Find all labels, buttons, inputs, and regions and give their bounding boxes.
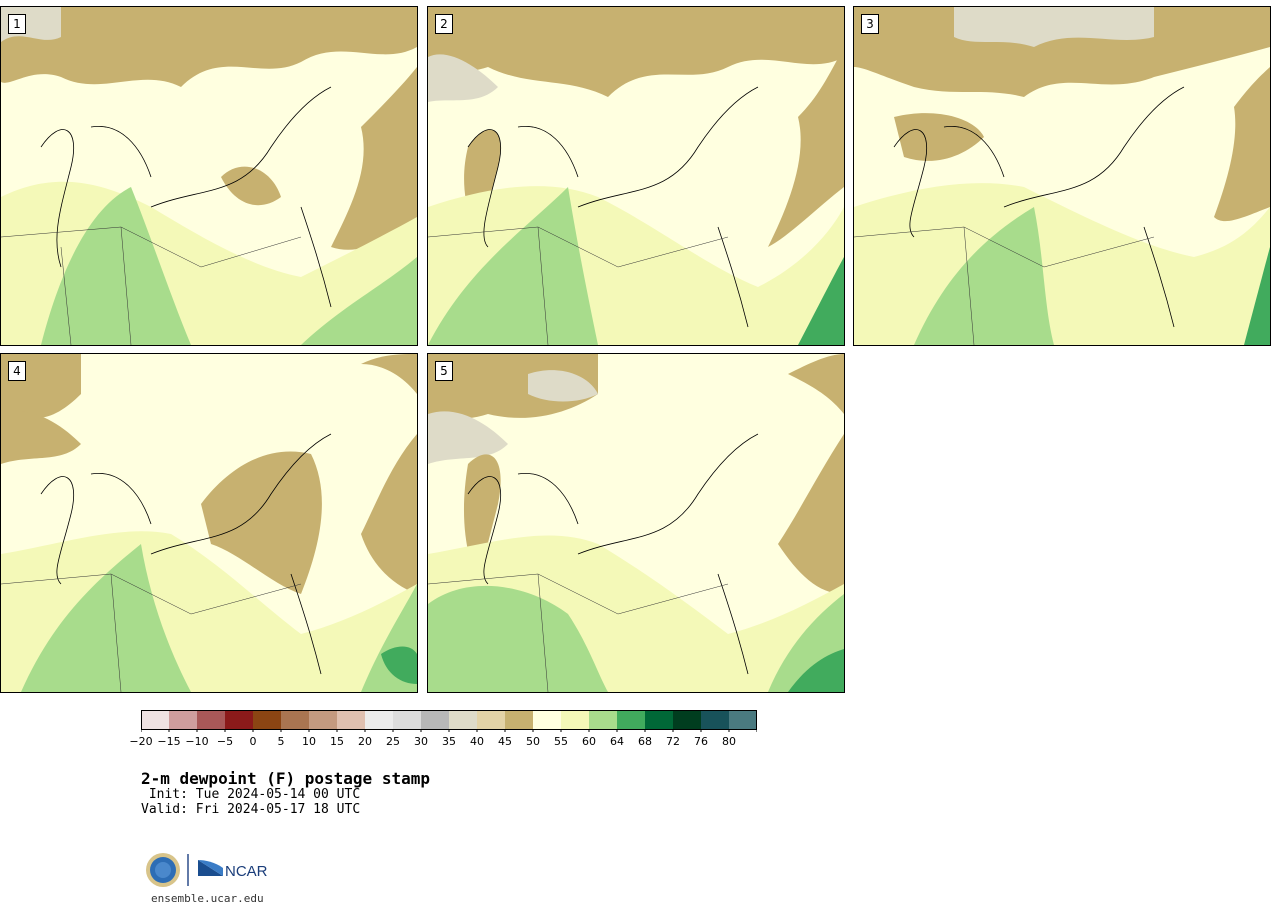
colorbar-tick-label: 45: [498, 735, 512, 748]
colorbar-swatch: [141, 710, 169, 730]
map-panel-5: 5: [427, 353, 845, 693]
colorbar-swatch: [589, 710, 617, 730]
init-time: Init: Tue 2024-05-14 00 UTC: [141, 787, 361, 802]
dewpoint-map-2: [428, 7, 844, 345]
map-panel-4: 4: [0, 353, 418, 693]
colorbar-swatch: [197, 710, 225, 730]
colorbar-tick-label: −5: [216, 735, 234, 748]
colorbar-swatch: [421, 710, 449, 730]
colorbar-swatch: [561, 710, 589, 730]
colorbar-swatch: [309, 710, 337, 730]
map-panel-3: 3: [853, 6, 1271, 346]
colorbar-tick-label: 64: [610, 735, 624, 748]
colorbar-swatch: [673, 710, 701, 730]
colorbar-tick-label: −15: [157, 735, 181, 748]
panel-label-1: 1: [8, 14, 26, 34]
colorbar-tick-label: −20: [129, 735, 153, 748]
colorbar-tick-label: 72: [666, 735, 680, 748]
website-link[interactable]: ensemble.ucar.edu: [151, 892, 264, 905]
colorbar-tick-label: 40: [470, 735, 484, 748]
colorbar-tick-label: 68: [638, 735, 652, 748]
panel-label-2: 2: [435, 14, 453, 34]
colorbar-tick-label: 30: [414, 735, 428, 748]
colorbar-tick-label: 15: [330, 735, 344, 748]
colorbar-swatch: [253, 710, 281, 730]
colorbar-tick-label: 10: [302, 735, 316, 748]
dewpoint-map-1: [1, 7, 417, 345]
dewpoint-map-5: [428, 354, 844, 692]
colorbar-swatch: [701, 710, 729, 730]
map-panel-1: 1: [0, 6, 418, 346]
colorbar-swatch: [281, 710, 309, 730]
ncar-logo: NCAR: [198, 860, 268, 880]
colorbar-tick-label: −10: [185, 735, 209, 748]
colorbar-swatch: [169, 710, 197, 730]
colorbar-swatch: [729, 710, 757, 730]
panel-label-4: 4: [8, 361, 26, 381]
colorbar-tick-label: 0: [249, 735, 257, 748]
colorbar-swatch: [337, 710, 365, 730]
colorbar-swatch: [393, 710, 421, 730]
colorbar-swatch: [449, 710, 477, 730]
map-panel-2: 2: [427, 6, 845, 346]
svg-text:NCAR: NCAR: [225, 863, 268, 880]
colorbar-swatch: [225, 710, 253, 730]
dewpoint-map-4: [1, 354, 417, 692]
colorbar-tick-label: 55: [554, 735, 568, 748]
colorbar-tick-label: 50: [526, 735, 540, 748]
colorbar-tick-label: 20: [358, 735, 372, 748]
valid-time: Valid: Fri 2024-05-17 18 UTC: [141, 802, 361, 817]
chart-title: 2-m dewpoint (F) postage stamp: [141, 769, 430, 788]
panel-label-3: 3: [861, 14, 879, 34]
colorbar-tick-label: 76: [694, 735, 708, 748]
colorbar: [141, 710, 757, 732]
colorbar-swatch: [365, 710, 393, 730]
colorbar-swatch: [645, 710, 673, 730]
nsf-logo: [146, 853, 180, 887]
colorbar-swatch: [477, 710, 505, 730]
colorbar-swatch: [505, 710, 533, 730]
colorbar-border: [141, 710, 757, 730]
colorbar-tick-label: 5: [277, 735, 285, 748]
colorbar-tick-label: 25: [386, 735, 400, 748]
colorbar-tick-label: 35: [442, 735, 456, 748]
colorbar-swatch: [617, 710, 645, 730]
dewpoint-map-3: [854, 7, 1270, 345]
colorbar-tick-label: 60: [582, 735, 596, 748]
nsf-ncar-logos: NCAR: [146, 853, 268, 887]
colorbar-swatch: [533, 710, 561, 730]
colorbar-tick-label: 80: [722, 735, 736, 748]
panel-label-5: 5: [435, 361, 453, 381]
